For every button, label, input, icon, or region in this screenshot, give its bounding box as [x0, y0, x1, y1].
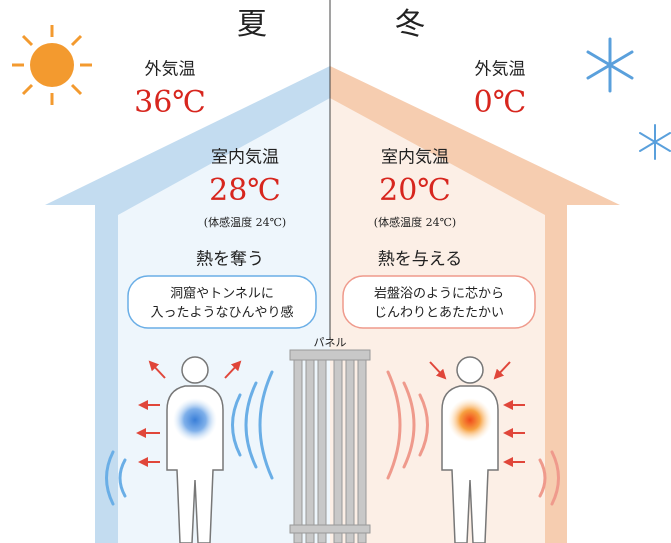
- warm-glow: [448, 398, 492, 442]
- indoor-label: 室内気温: [381, 148, 449, 168]
- sun-icon: [12, 25, 92, 105]
- outdoor-label: 外気温: [475, 60, 526, 80]
- indoor-label: 室内気温: [211, 148, 279, 168]
- cool-glow: [173, 398, 217, 442]
- snowflake-icon: [586, 37, 671, 160]
- house: [45, 0, 620, 543]
- heat-action: 熱を与える: [378, 250, 463, 270]
- outdoor-temp: 0℃: [474, 85, 527, 120]
- description-box: [342, 275, 536, 329]
- panel: [289, 349, 371, 543]
- felt-temp: (体感温度 24℃): [204, 215, 286, 229]
- felt-temp: (体感温度 24℃): [374, 215, 456, 229]
- description: 岩盤浴のように芯から: [374, 287, 504, 302]
- arrows: [136, 360, 525, 467]
- outdoor-label: 外気温: [145, 60, 196, 80]
- indoor-temp: 28℃: [209, 173, 281, 208]
- description: 洞窟やトンネルに: [170, 287, 274, 302]
- waves: [105, 370, 560, 506]
- indoor-temp: 20℃: [379, 173, 451, 208]
- season: 夏: [237, 7, 267, 42]
- heat-action: 熱を奪う: [196, 250, 264, 270]
- outdoor-temp: 36℃: [134, 85, 206, 120]
- description: じんわりとあたたかい: [374, 306, 504, 321]
- description-box: [127, 275, 317, 329]
- description: 入ったようなひんやり感: [150, 305, 293, 321]
- panel-label: パネル: [314, 336, 347, 349]
- season: 冬: [395, 7, 425, 42]
